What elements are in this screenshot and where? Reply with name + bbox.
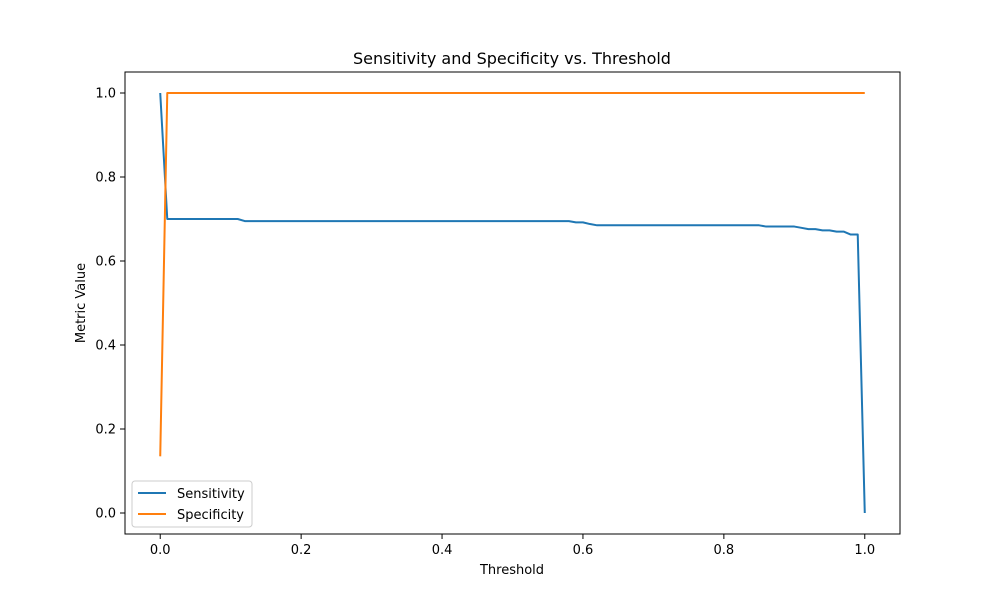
y-tick-label: 0.4 — [95, 339, 116, 354]
y-tick-label: 0.0 — [95, 507, 116, 522]
x-tick-label: 0.0 — [150, 543, 171, 558]
plot-area — [125, 72, 900, 534]
series-layer — [159, 92, 866, 514]
y-tick-label: 1.0 — [95, 87, 116, 102]
x-axis-ticks: 0.0 0.2 0.4 0.6 0.8 1.0 — [150, 534, 875, 558]
series-line-sensitivity — [159, 92, 866, 514]
series-line-specificity — [159, 92, 865, 457]
legend-label-sensitivity: Sensitivity — [177, 487, 245, 502]
x-axis-label: Threshold — [479, 563, 544, 578]
x-tick-label: 0.8 — [714, 543, 735, 558]
plot-frame — [124, 71, 901, 535]
y-axis-label: Metric Value — [74, 263, 89, 343]
y-axis-ticks: 0.0 0.2 0.4 0.6 0.8 1.0 — [95, 87, 125, 522]
x-tick-label: 1.0 — [854, 543, 875, 558]
x-tick-label: 0.4 — [432, 543, 453, 558]
chart-title: Sensitivity and Specificity vs. Threshol… — [353, 49, 671, 68]
x-tick-label: 0.2 — [291, 543, 312, 558]
y-tick-label: 0.8 — [95, 171, 116, 186]
x-tick-label: 0.6 — [573, 543, 594, 558]
legend-label-specificity: Specificity — [177, 508, 244, 523]
y-tick-label: 0.6 — [95, 255, 116, 270]
legend: Sensitivity Specificity — [131, 480, 253, 528]
y-tick-label: 0.2 — [95, 423, 116, 438]
